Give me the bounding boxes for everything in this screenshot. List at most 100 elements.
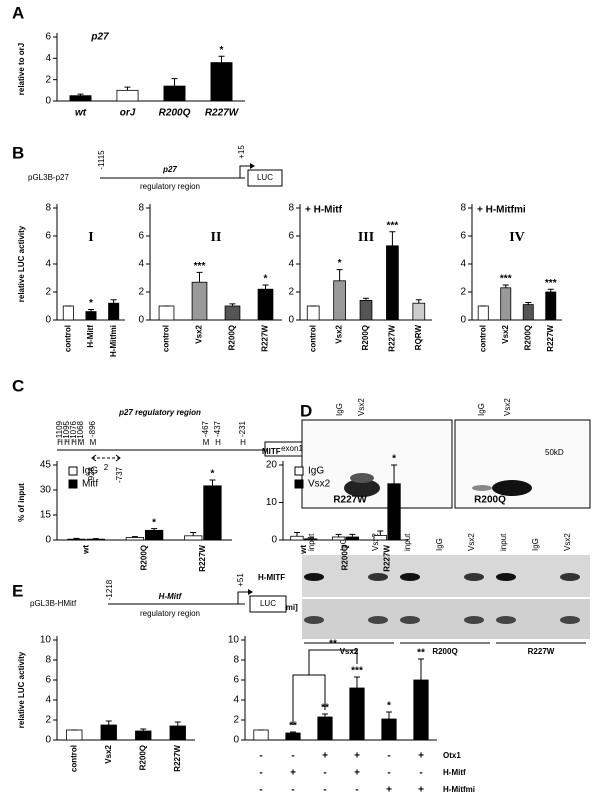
x-tick-label: R200Q — [523, 325, 532, 350]
bar — [477, 305, 489, 321]
y-tick-label: 6 — [45, 231, 51, 242]
reporter-label: LUC — [260, 599, 276, 608]
band — [496, 616, 516, 624]
group-label: R200Q — [432, 647, 457, 656]
y-axis-label: % of input — [17, 483, 26, 522]
site-position: -1068 — [76, 420, 85, 441]
x-tick-label: H-Mitf — [86, 325, 95, 348]
bar — [85, 311, 97, 321]
reporter-box — [249, 595, 287, 613]
condition-label: H-Mitf — [443, 768, 466, 777]
tss-arrowhead — [248, 589, 253, 595]
condition-mark: - — [419, 768, 422, 779]
bracket-label: ** — [329, 639, 337, 650]
bar — [100, 724, 117, 741]
x-tick-label: R200Q — [341, 545, 350, 570]
error-bar — [363, 297, 369, 301]
y-tick-label: 4 — [233, 695, 239, 706]
error-bar — [262, 284, 269, 290]
condition-mark: - — [387, 751, 390, 762]
bar — [413, 679, 429, 741]
marker-label: 50kD — [545, 448, 564, 457]
y-tick-label: 2 — [460, 287, 466, 298]
chart-title: p27 — [90, 32, 109, 43]
band — [368, 616, 388, 624]
bar — [285, 732, 301, 741]
error-bar — [124, 86, 131, 91]
significance: *** — [387, 220, 399, 231]
bar — [169, 725, 186, 741]
tss-arrow — [237, 591, 248, 604]
condition-mark: - — [291, 785, 294, 796]
error-bar — [140, 728, 147, 731]
y-tick-label: 6 — [288, 231, 294, 242]
legend-swatch — [68, 479, 78, 489]
y-tick-label: 2 — [288, 287, 294, 298]
band — [400, 573, 420, 581]
error-bar — [391, 464, 398, 484]
position-label: +15 — [237, 145, 246, 159]
y-tick-label: 0 — [271, 535, 277, 546]
box-label: R227W — [333, 495, 367, 506]
error-bar — [196, 271, 203, 283]
band — [368, 573, 388, 581]
error-bar — [354, 676, 360, 688]
blot-box — [301, 419, 453, 509]
promoter-title: p27 regulatory region — [118, 408, 201, 417]
error-bar — [229, 303, 236, 306]
x-tick-label: R200Q — [159, 108, 191, 119]
condition-mark: - — [387, 768, 390, 779]
site-kind: H — [57, 438, 63, 447]
error-bar — [105, 720, 112, 725]
panel-label: C — [12, 376, 24, 395]
y-tick-label: 2 — [45, 287, 51, 298]
lane-label: input — [403, 533, 412, 551]
bar — [144, 529, 164, 541]
lane-label: Vsx2 — [357, 398, 366, 416]
x-tick-label: wt — [81, 545, 90, 555]
bar — [359, 299, 373, 321]
lane-label: IgG — [531, 538, 540, 551]
significance: * — [211, 469, 215, 480]
legend-label: Vsx2 — [308, 479, 331, 490]
bar — [290, 535, 304, 541]
tss-arrow — [239, 165, 250, 178]
y-tick-label: 4 — [460, 259, 466, 270]
y-tick-label: 0 — [45, 735, 51, 746]
error-bar — [190, 532, 197, 536]
site-kind: H — [215, 438, 221, 447]
condition-mark: + — [418, 751, 424, 762]
condition-mark: - — [323, 785, 326, 796]
lane-label: IgG — [335, 403, 344, 416]
x-tick-label: H-Mitfmi — [109, 325, 118, 357]
row-label: MITF — [262, 447, 281, 456]
lane-label: input — [307, 533, 316, 551]
y-tick-label: 6 — [45, 675, 51, 686]
region-label: regulatory region — [140, 609, 200, 618]
reporter-box — [247, 169, 283, 187]
significance: * — [392, 454, 396, 465]
bar — [386, 245, 399, 321]
y-tick-label: 8 — [460, 203, 466, 214]
bar — [333, 280, 346, 321]
y-tick-label: 8 — [233, 655, 239, 666]
legend-label: IgG — [82, 466, 98, 477]
x-tick-label: R200Q — [228, 325, 237, 350]
bracket — [292, 649, 358, 725]
blot-strip — [302, 599, 590, 639]
y-tick-label: 2 — [138, 287, 144, 298]
bar — [545, 291, 557, 321]
legend-label: IgG — [308, 466, 324, 477]
bar — [210, 62, 233, 102]
region-label: regulatory region — [140, 182, 200, 191]
bar — [381, 718, 397, 741]
error-bar — [525, 302, 532, 305]
bar — [500, 287, 512, 321]
x-tick-label: Vsx2 — [335, 324, 344, 343]
condition-mark: + — [354, 751, 360, 762]
error-bar — [349, 533, 356, 537]
lane-label: input — [499, 533, 508, 551]
y-tick-label: 10 — [40, 635, 52, 646]
lane-label: Vsx2 — [503, 398, 512, 416]
band — [304, 573, 324, 581]
